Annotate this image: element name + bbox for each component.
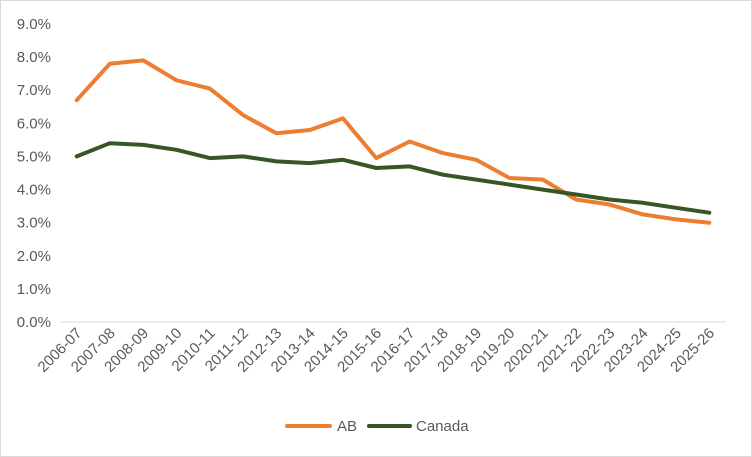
- x-axis-tick-labels: 2006-072007-082008-092009-102010-112011-…: [35, 325, 719, 376]
- y-axis-tick-labels: 0.0% 1.0% 2.0% 3.0% 4.0% 5.0% 6.0% 7.0% 8.0% 9.0%: [17, 16, 51, 331]
- y-tick-label: 8.0%: [17, 49, 51, 66]
- y-tick-label: 1.0%: [17, 281, 51, 298]
- y-tick-label: 0.0%: [17, 314, 51, 331]
- y-tick-label: 6.0%: [17, 115, 51, 132]
- y-tick-label: 7.0%: [17, 82, 51, 99]
- series-line-ab: [74, 58, 712, 225]
- legend-label-ab: AB: [337, 418, 357, 435]
- legend: AB Canada: [285, 418, 469, 435]
- y-tick-label: 9.0%: [17, 16, 51, 33]
- y-tick-label: 5.0%: [17, 148, 51, 165]
- series-lines: [74, 58, 712, 225]
- y-tick-label: 2.0%: [17, 248, 51, 265]
- legend-label-canada: Canada: [416, 418, 469, 435]
- y-tick-label: 3.0%: [17, 215, 51, 232]
- series-line-canada: [74, 141, 712, 215]
- y-tick-label: 4.0%: [17, 182, 51, 199]
